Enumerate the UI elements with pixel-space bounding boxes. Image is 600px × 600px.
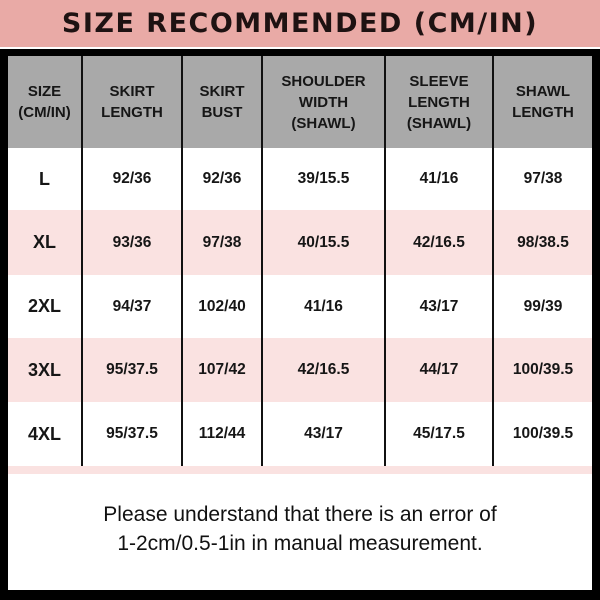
column-header-line: SHOULDER <box>281 72 366 90</box>
column-header-line: LENGTH <box>408 93 470 111</box>
measurement-cell: 98/38.5 <box>492 210 592 275</box>
column-header-line: SHAWL <box>515 83 571 100</box>
title-banner: SIZE RECOMMENDED (CM/IN) <box>0 0 600 47</box>
column-header-line: BUST <box>201 104 243 121</box>
measurement-cell: 100/39.5 <box>492 338 592 402</box>
measurement-cell: 45/17.5 <box>384 402 493 466</box>
column-header-line: SIZE <box>27 83 62 100</box>
column-header: SLEEVE LENGTH (SHAWL) <box>384 56 493 148</box>
size-cell: L <box>8 148 82 210</box>
column-header-line: (CM/IN) <box>18 104 71 121</box>
measurement-cell: 99/39 <box>492 275 592 338</box>
column-header: SKIRT BUST <box>181 56 262 148</box>
column-header-line: WIDTH <box>298 93 349 111</box>
page-title: SIZE RECOMMENDED (CM/IN) <box>61 8 539 39</box>
column-header-line: SKIRT <box>109 83 155 100</box>
size-cell: 3XL <box>8 338 82 402</box>
column-header: SKIRT LENGTH <box>81 56 182 148</box>
note-line-2: 1-2cm/0.5-1in in manual measurement. <box>117 532 483 555</box>
column-header: SIZE (CM/IN) <box>8 56 82 148</box>
column-header: SHOULDER WIDTH (SHAWL) <box>261 56 385 148</box>
table-row: L 92/36 92/36 39/15.5 41/16 97/38 <box>8 148 592 210</box>
measurement-cell: 95/37.5 <box>81 402 182 466</box>
column-header-line: LENGTH <box>101 104 163 121</box>
measurement-cell: 93/36 <box>81 210 182 275</box>
column-header-line: SKIRT <box>199 83 245 100</box>
column-header-line: (SHAWL) <box>406 114 472 132</box>
size-chart-panel: SIZE (CM/IN) SKIRT LENGTH SKIRT BUST SHOULDER W… <box>8 56 592 590</box>
measurement-cell: 42/16.5 <box>261 338 385 402</box>
measurement-cell: 41/16 <box>384 148 493 210</box>
measurement-cell: 44/17 <box>384 338 493 402</box>
measurement-cell: 95/37.5 <box>81 338 182 402</box>
measurement-cell: 100/39.5 <box>492 402 592 466</box>
measurement-cell: 94/37 <box>81 275 182 338</box>
measurement-cell: 42/16.5 <box>384 210 493 275</box>
table-row: 4XL 95/37.5 112/44 43/17 45/17.5 100/39.5 <box>8 402 592 466</box>
measurement-cell: 97/38 <box>492 148 592 210</box>
measurement-cell: 40/15.5 <box>261 210 385 275</box>
table-row: 2XL 94/37 102/40 41/16 43/17 99/39 <box>8 275 592 338</box>
measurement-cell: 107/42 <box>181 338 262 402</box>
note-line-1: Please understand that there is an error… <box>103 503 497 526</box>
size-cell: 2XL <box>8 275 82 338</box>
measurement-note: Please understand that there is an error… <box>8 500 592 558</box>
column-header-line: (SHAWL) <box>291 114 356 132</box>
table-row: 3XL 95/37.5 107/42 42/16.5 44/17 100/39.5 <box>8 338 592 402</box>
divider <box>0 47 600 49</box>
bottom-strip <box>8 466 592 474</box>
size-table: SIZE (CM/IN) SKIRT LENGTH SKIRT BUST SHOULDER W… <box>8 56 592 466</box>
measurement-cell: 41/16 <box>261 275 385 338</box>
column-header: SHAWL LENGTH <box>492 56 592 148</box>
measurement-cell: 43/17 <box>261 402 385 466</box>
table-row: XL 93/36 97/38 40/15.5 42/16.5 98/38.5 <box>8 210 592 275</box>
column-header-line: LENGTH <box>512 104 574 121</box>
measurement-cell: 43/17 <box>384 275 493 338</box>
measurement-cell: 112/44 <box>181 402 262 466</box>
measurement-cell: 97/38 <box>181 210 262 275</box>
measurement-cell: 102/40 <box>181 275 262 338</box>
table-header-row: SIZE (CM/IN) SKIRT LENGTH SKIRT BUST SHOULDER W… <box>8 56 592 148</box>
measurement-cell: 92/36 <box>81 148 182 210</box>
measurement-cell: 92/36 <box>181 148 262 210</box>
measurement-cell: 39/15.5 <box>261 148 385 210</box>
size-cell: 4XL <box>8 402 82 466</box>
column-header-line: SLEEVE <box>409 72 469 90</box>
size-cell: XL <box>8 210 82 275</box>
